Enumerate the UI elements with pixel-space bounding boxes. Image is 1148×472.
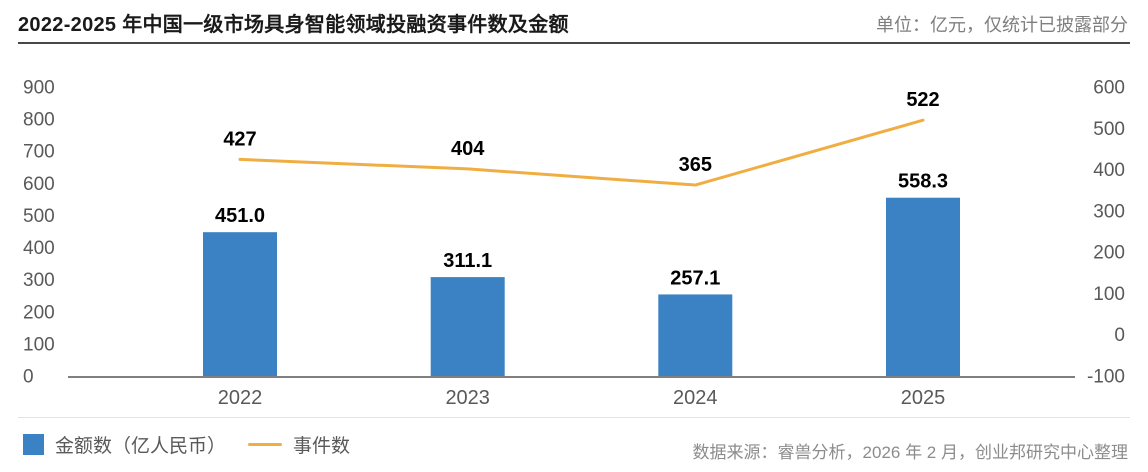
y-axis-right-tick: -100 <box>1087 367 1125 388</box>
title-rule <box>18 42 1130 44</box>
bar <box>886 197 960 377</box>
line-point-label: 427 <box>223 128 256 150</box>
unit-note: 单位：亿元，仅统计已披露部分 <box>876 15 1128 35</box>
legend-bar-swatch <box>23 433 44 455</box>
y-axis-left-tick: 600 <box>23 174 55 195</box>
y-axis-left-tick: 200 <box>23 302 55 323</box>
y-axis-right-tick: 200 <box>1093 243 1125 264</box>
y-axis-right-tick: 500 <box>1093 119 1125 140</box>
line-point-label: 404 <box>451 138 485 160</box>
line-point-label: 365 <box>679 154 712 176</box>
x-axis-label: 2023 <box>445 387 490 409</box>
legend-bar-label: 金额数（亿人民币） <box>55 435 227 457</box>
bar-value-label: 451.0 <box>215 205 265 227</box>
bar <box>203 232 277 377</box>
bar-value-label: 257.1 <box>670 267 720 289</box>
y-axis-left-tick: 100 <box>23 334 55 355</box>
data-source-note: 数据来源：睿兽分析，2026 年 2 月，创业邦研究中心整理 <box>692 443 1128 462</box>
bar <box>658 294 733 377</box>
y-axis-right-tick: 0 <box>1114 325 1125 346</box>
y-axis-left-tick: 300 <box>23 270 55 291</box>
y-axis-right-tick: 400 <box>1093 160 1125 181</box>
x-axis-label: 2022 <box>218 387 263 409</box>
legend-divider <box>18 417 1130 418</box>
y-axis-right-tick: 600 <box>1093 78 1125 99</box>
y-axis-left-tick: 700 <box>23 142 55 163</box>
line-series <box>238 118 925 187</box>
y-axis-left-tick: 0 <box>23 367 34 388</box>
y-axis-right-tick: 100 <box>1093 284 1125 305</box>
y-axis-left-tick: 400 <box>23 238 55 259</box>
y-axis-left-tick: 800 <box>23 110 55 131</box>
bar <box>430 277 505 377</box>
line-point-label: 522 <box>906 89 939 111</box>
x-axis-label: 2025 <box>901 387 946 409</box>
legend-line-swatch <box>248 442 283 446</box>
bar-value-label: 311.1 <box>443 250 492 272</box>
bar-value-label: 558.3 <box>898 171 948 193</box>
y-axis-left-tick: 500 <box>23 206 55 227</box>
legend-line-label: 事件数 <box>293 435 351 457</box>
legend: 金额数（亿人民币） 事件数 <box>23 432 351 457</box>
x-axis-label: 2024 <box>673 387 718 409</box>
y-axis-left-tick: 900 <box>23 78 55 99</box>
y-axis-right-tick: 300 <box>1093 201 1125 222</box>
page-title: 2022-2025 年中国一级市场具身智能领域投融资事件数及金额 <box>18 14 569 36</box>
